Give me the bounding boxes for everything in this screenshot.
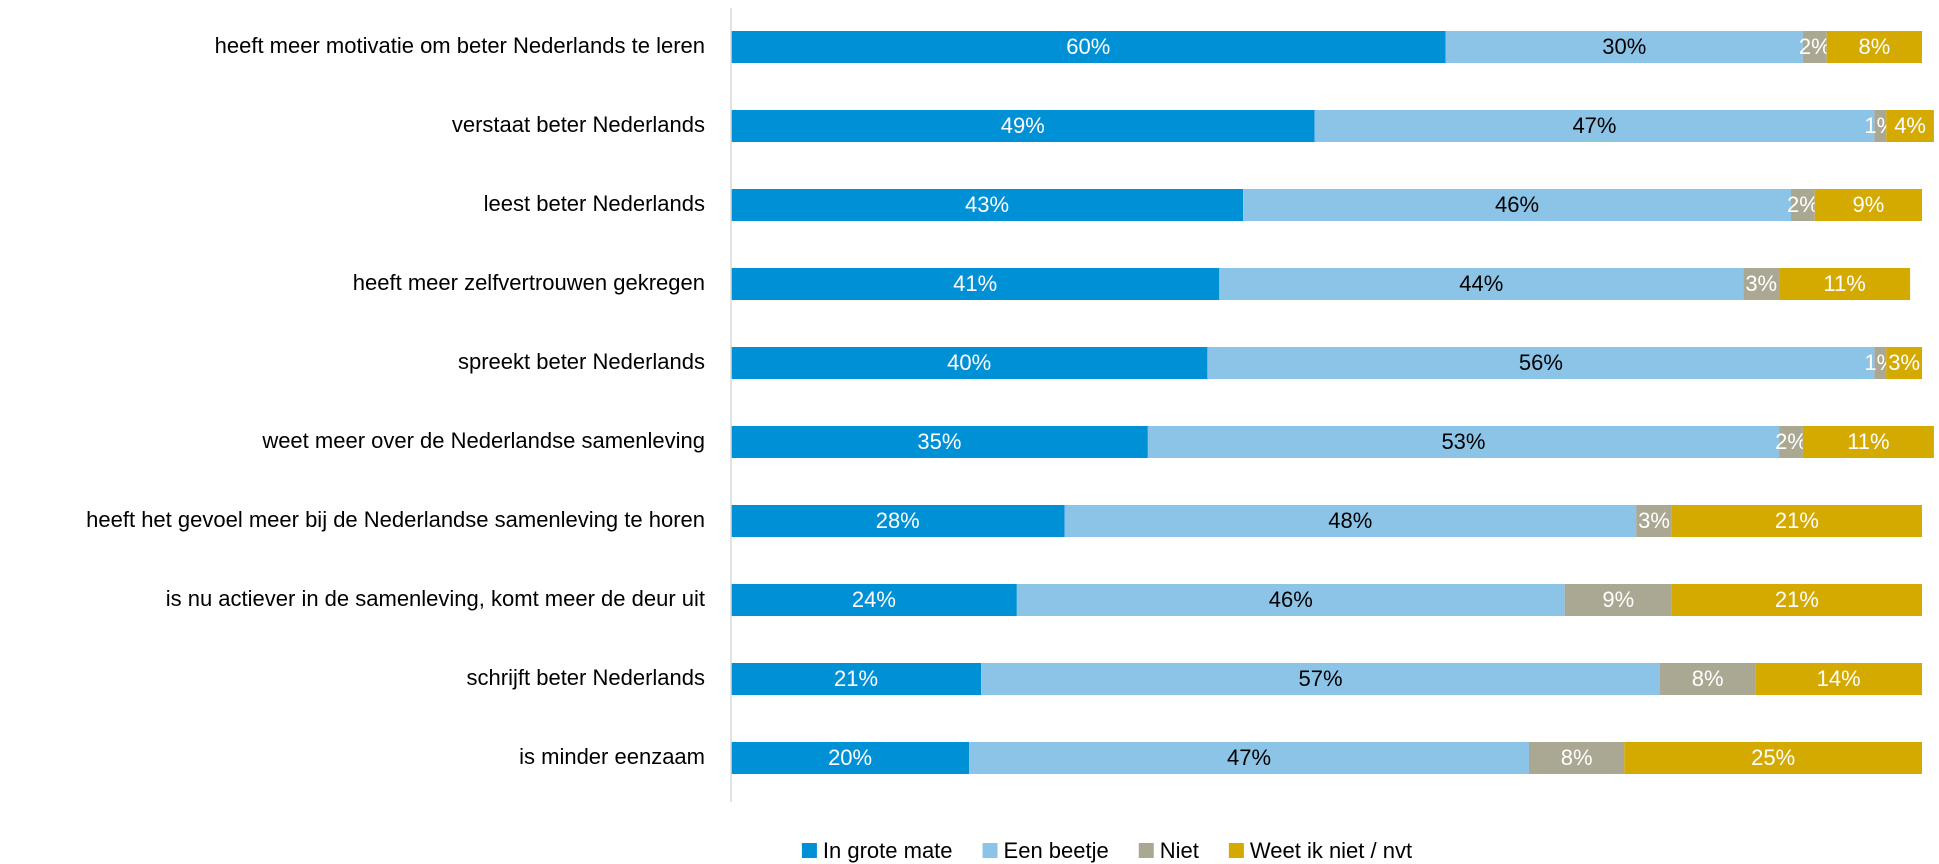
value-label: 2% — [1787, 192, 1819, 217]
value-label: 47% — [1227, 745, 1271, 770]
value-label: 11% — [1823, 271, 1865, 296]
category-label: is minder eenzaam — [519, 744, 705, 769]
bar-segment — [1624, 742, 1922, 774]
bar-segment — [1802, 31, 1827, 63]
bar-segment — [969, 742, 1529, 774]
bar-segment — [1016, 584, 1565, 616]
bar-segment — [1779, 426, 1803, 458]
bar-segment — [1671, 505, 1922, 537]
bar-segment — [1636, 505, 1672, 537]
value-label: 28% — [876, 508, 920, 533]
bar-segment — [731, 268, 1220, 300]
value-label: 14% — [1817, 666, 1861, 691]
bar-segment — [1564, 584, 1672, 616]
bar-segment — [1802, 426, 1934, 458]
legend-label: Een beetje — [1004, 838, 1109, 863]
category-label: heeft het gevoel meer bij de Nederlandse… — [86, 507, 705, 532]
value-label: 2% — [1775, 429, 1807, 454]
bar-segment — [1528, 742, 1625, 774]
value-label: 3% — [1638, 508, 1670, 533]
value-label: 44% — [1459, 271, 1503, 296]
value-label: 46% — [1495, 192, 1539, 217]
bar-segment — [1886, 347, 1922, 379]
category-label: verstaat beter Nederlands — [452, 112, 705, 137]
value-label: 4% — [1894, 113, 1926, 138]
value-label: 9% — [1853, 192, 1885, 217]
category-label: weet meer over de Nederlandse samenlevin… — [261, 428, 705, 453]
bar-segment — [1743, 268, 1780, 300]
value-label: 21% — [1775, 587, 1819, 612]
bar-segment — [731, 584, 1017, 616]
bar-segment — [1147, 426, 1780, 458]
value-label: 25% — [1751, 745, 1795, 770]
value-label: 48% — [1328, 508, 1372, 533]
value-label: 20% — [828, 745, 872, 770]
category-label: heeft meer motivatie om beter Nederlands… — [215, 33, 705, 58]
legend-swatch — [982, 843, 998, 858]
bar-segment — [1064, 505, 1637, 537]
value-label: 46% — [1269, 587, 1313, 612]
legend: In grote mate Een beetje Niet Weet ik niet … — [801, 838, 1412, 863]
bar-segment — [1790, 189, 1815, 221]
bar-segment — [731, 110, 1315, 142]
bar-segment — [1886, 110, 1934, 142]
bar-segment — [731, 31, 1446, 63]
bar-segment — [1779, 268, 1911, 300]
value-label: 43% — [965, 192, 1009, 217]
value-label: 9% — [1602, 587, 1634, 612]
legend-swatch — [1228, 843, 1244, 858]
bar-segment — [1219, 268, 1744, 300]
value-label: 8% — [1858, 34, 1890, 59]
value-label: 60% — [1066, 34, 1110, 59]
category-label: heeft meer zelfvertrouwen gekregen — [353, 270, 705, 295]
bar-segment — [1243, 189, 1791, 221]
legend-swatch — [801, 843, 817, 858]
value-label: 47% — [1572, 113, 1616, 138]
bar-segment — [1445, 31, 1803, 63]
bar-segment — [1874, 347, 1887, 379]
value-label: 49% — [1001, 113, 1045, 138]
bar-segment — [731, 189, 1244, 221]
bar-segment — [731, 742, 970, 774]
bar-segment — [731, 505, 1065, 537]
bar-segment — [981, 663, 1660, 695]
value-label: 11% — [1847, 429, 1889, 454]
legend-label: Weet ik niet / nvt — [1250, 838, 1412, 863]
legend-label: Niet — [1160, 838, 1199, 863]
value-label: 24% — [852, 587, 896, 612]
category-label: spreekt beter Nederlands — [458, 349, 705, 374]
value-label: 2% — [1799, 34, 1831, 59]
bar-segment — [1659, 663, 1756, 695]
value-label: 41% — [953, 271, 997, 296]
bar-segment — [1207, 347, 1875, 379]
value-label: 21% — [834, 666, 878, 691]
value-label: 56% — [1519, 350, 1563, 375]
category-label: is nu actiever in de samenleving, komt m… — [166, 586, 705, 611]
value-label: 8% — [1692, 666, 1724, 691]
value-label: 53% — [1441, 429, 1485, 454]
value-label: 30% — [1602, 34, 1646, 59]
bar-segment — [731, 347, 1208, 379]
legend-label: In grote mate — [823, 838, 953, 863]
bar-segment — [1826, 31, 1922, 63]
value-label: 3% — [1745, 271, 1777, 296]
value-label: 35% — [917, 429, 961, 454]
value-label: 8% — [1561, 745, 1593, 770]
value-label: 21% — [1775, 508, 1819, 533]
bar-segment — [1314, 110, 1875, 142]
category-label: leest beter Nederlands — [484, 191, 705, 216]
bar-segment — [1671, 584, 1922, 616]
value-label: 3% — [1888, 350, 1920, 375]
value-label: 57% — [1299, 666, 1343, 691]
value-label: 40% — [947, 350, 991, 375]
bar-segment — [1755, 663, 1922, 695]
bar-segment — [1874, 110, 1887, 142]
bar-segment — [731, 663, 982, 695]
legend-swatch — [1138, 843, 1154, 858]
bar-segment — [1814, 189, 1922, 221]
category-label: schrijft beter Nederlands — [467, 665, 705, 690]
bar-segment — [731, 426, 1148, 458]
